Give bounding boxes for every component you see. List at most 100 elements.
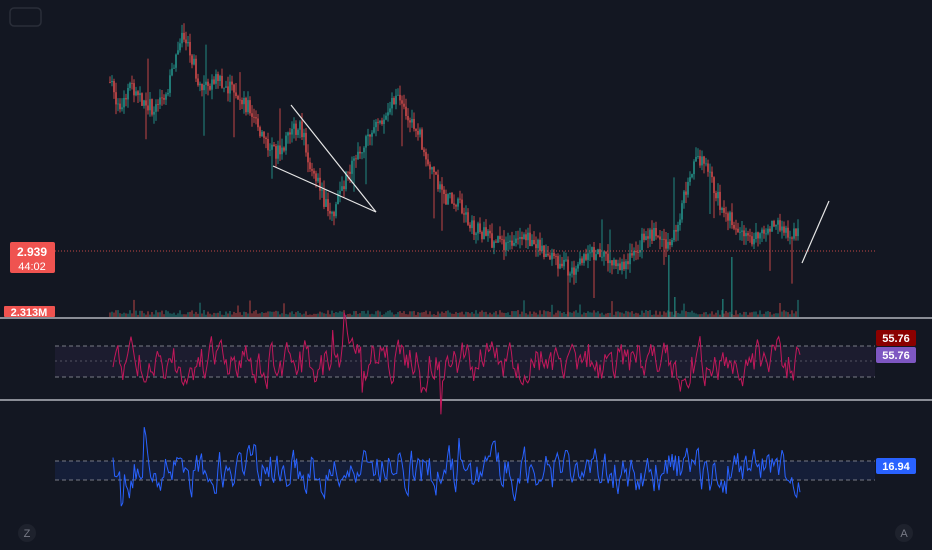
candle-body: [619, 263, 621, 271]
volume-bar: [407, 314, 409, 317]
volume-bar: [517, 310, 519, 317]
trendline-right[interactable]: [801, 200, 830, 264]
volume-bar: [279, 314, 281, 317]
candle-body: [163, 97, 165, 100]
candle-body: [529, 232, 531, 246]
candle-body: [611, 260, 613, 266]
volume-bar: [611, 301, 613, 317]
volume-bar: [207, 311, 209, 317]
volume-bar: [529, 311, 531, 317]
volume-bar: [753, 311, 755, 317]
candle-body: [663, 238, 665, 240]
volume-bar: [275, 310, 277, 317]
volume-bar: [147, 311, 149, 317]
candle-body: [675, 230, 677, 232]
candle-body: [405, 106, 407, 116]
oscillator-line: [112, 427, 801, 507]
candle-body: [615, 259, 617, 267]
candle-body: [371, 132, 373, 137]
volume-bar: [625, 310, 627, 317]
trendline-upper[interactable]: [290, 104, 377, 213]
volume-bar: [387, 310, 389, 317]
volume-bar: [717, 310, 719, 317]
candle-body: [533, 240, 535, 245]
candle-body: [779, 220, 781, 231]
volume-bar: [703, 312, 705, 317]
volume-bar: [735, 310, 737, 317]
candle-body: [293, 123, 295, 129]
candle-body: [425, 152, 427, 160]
volume-bar: [315, 313, 317, 317]
candle-body: [467, 212, 469, 225]
volume-bar: [461, 311, 463, 317]
candle-body: [773, 221, 775, 227]
volume-bar: [393, 314, 395, 317]
candle-body: [657, 236, 659, 237]
volume-bar: [722, 299, 724, 317]
volume-bar: [671, 311, 673, 317]
candle-body: [621, 261, 623, 271]
candle-body: [213, 79, 215, 84]
candle-body: [557, 256, 559, 269]
volume-bar: [689, 312, 691, 317]
candle-body: [129, 83, 131, 88]
candle-body: [577, 264, 579, 269]
volume-bar: [563, 312, 565, 317]
candle-body: [507, 241, 509, 243]
volume-bar: [609, 312, 611, 317]
candle-body: [423, 149, 425, 153]
footer-left-button[interactable]: Z: [18, 524, 36, 542]
volume-bar: [333, 313, 335, 317]
candle-body: [307, 152, 309, 163]
candle-body: [393, 98, 395, 105]
candle-body: [167, 92, 169, 95]
toolbar-toggle-button[interactable]: [9, 7, 42, 27]
countdown-label: 44:02: [18, 261, 46, 273]
candle-body: [313, 170, 315, 174]
volume-bar: [339, 311, 341, 317]
volume-bar: [647, 311, 649, 317]
candle-body: [633, 251, 635, 256]
volume-bar: [293, 314, 295, 317]
candle-body: [493, 241, 495, 248]
candle-body: [667, 241, 669, 249]
footer-right-label[interactable]: A: [900, 528, 908, 540]
candle-body: [187, 42, 189, 44]
trendline-drawings[interactable]: [272, 104, 830, 264]
candle-body: [771, 221, 773, 232]
candle-body: [157, 104, 159, 105]
volume-bar: [305, 311, 307, 317]
volume-bar: [795, 311, 797, 317]
candle-body: [271, 144, 273, 150]
volume-bar: [149, 314, 151, 317]
volume-bar: [295, 312, 297, 317]
candle-body: [153, 111, 155, 115]
candle-body: [333, 211, 335, 217]
candle-body: [455, 204, 457, 207]
volume-bar: [653, 314, 655, 317]
candle-body: [287, 132, 289, 136]
candle-body: [185, 39, 187, 44]
footer-left-label[interactable]: Z: [24, 528, 31, 540]
candle-body: [527, 232, 529, 241]
candle-body: [575, 268, 577, 275]
volume-bar: [797, 299, 799, 317]
volume-bar: [253, 311, 255, 317]
candle-body: [301, 121, 303, 138]
volume-bar: [323, 313, 325, 317]
volume-bar: [363, 310, 365, 317]
volume-bar: [317, 313, 319, 317]
candle-body: [385, 115, 387, 120]
volume-bar: [243, 311, 245, 317]
candle-body: [553, 252, 555, 256]
candle-body: [673, 230, 675, 241]
volume-bar: [383, 314, 385, 317]
volume-bar: [173, 312, 175, 317]
footer-right-button[interactable]: A: [895, 524, 913, 542]
volume-bar: [109, 312, 111, 317]
candle-body: [515, 238, 517, 243]
candle-body: [297, 129, 299, 135]
candle-body: [497, 236, 499, 243]
trendline-lower[interactable]: [272, 165, 377, 213]
